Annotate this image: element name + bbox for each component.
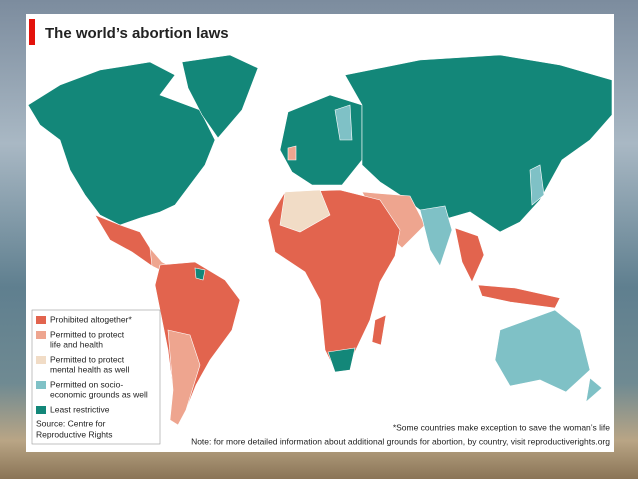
footnote: *Some countries make exception to save t… bbox=[393, 422, 610, 432]
legend-label: Prohibited altogether* bbox=[50, 314, 132, 324]
uk-ireland bbox=[287, 145, 297, 161]
legend-label: economic grounds as well bbox=[50, 389, 148, 399]
legend-swatch bbox=[36, 356, 46, 364]
title-bar bbox=[29, 19, 35, 45]
legend-box bbox=[31, 309, 161, 445]
south-america-south bbox=[167, 329, 201, 426]
legend: Prohibited altogether* Permitted to prote… bbox=[36, 314, 148, 414]
south-africa bbox=[327, 347, 356, 373]
asia bbox=[344, 54, 613, 233]
legend-swatch bbox=[36, 331, 46, 339]
map bbox=[27, 54, 613, 426]
title: The world’s abortion laws bbox=[45, 25, 229, 42]
legend-label: Least restrictive bbox=[50, 404, 110, 414]
india bbox=[419, 205, 453, 267]
new-zealand bbox=[585, 377, 603, 403]
africa-north bbox=[279, 189, 331, 233]
legend-swatch bbox=[36, 406, 46, 414]
legend-swatch bbox=[36, 381, 46, 389]
greenland bbox=[181, 54, 259, 139]
japan bbox=[529, 164, 545, 206]
north-america bbox=[27, 61, 216, 226]
legend-swatch bbox=[36, 316, 46, 324]
note: Note: for more detailed information abou… bbox=[191, 436, 610, 446]
legend-label: life and health bbox=[50, 339, 103, 349]
australia bbox=[494, 309, 591, 393]
south-east-asia bbox=[454, 227, 485, 283]
indonesia bbox=[477, 284, 561, 309]
legend-label: mental health as well bbox=[50, 364, 129, 374]
source-line-1: Source: Centre for bbox=[36, 418, 106, 428]
legend-label: Permitted on socio- bbox=[50, 379, 123, 389]
legend-label: Permitted to protect bbox=[50, 354, 125, 364]
madagascar bbox=[371, 314, 387, 346]
legend-label: Permitted to protect bbox=[50, 329, 125, 339]
scandinavia bbox=[334, 104, 353, 141]
guyana bbox=[194, 267, 206, 281]
source-line-2: Reproductive Rights bbox=[36, 429, 113, 439]
